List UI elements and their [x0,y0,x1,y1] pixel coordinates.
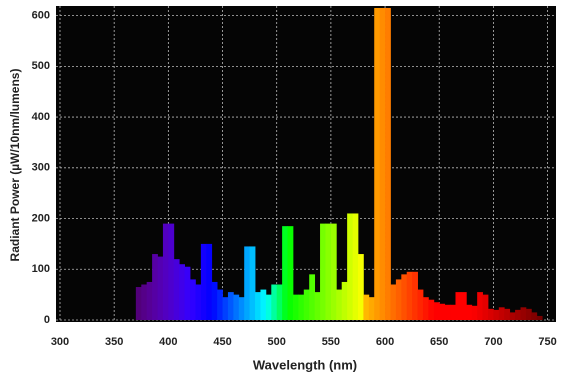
bar [390,284,397,320]
x-tick-label: 750 [538,336,556,348]
y-tick-label: 600 [32,10,50,22]
bar [336,289,343,320]
bar [444,304,451,320]
bar [460,292,467,320]
y-tick-label: 400 [32,111,50,123]
bar [433,302,440,320]
bar [466,304,473,320]
bar [504,308,511,320]
bar [417,289,424,320]
bar [520,307,527,320]
y-tick-label: 500 [32,60,50,72]
bar [341,281,348,320]
bar [385,8,391,320]
bar [249,246,256,320]
bar [352,213,359,320]
x-tick-label: 650 [430,336,448,348]
x-tick-label: 500 [268,336,286,348]
bar [255,292,261,320]
bar [298,294,305,320]
bar [292,294,299,320]
bar [162,223,169,320]
bar [368,297,375,320]
bar [428,299,435,320]
bar [395,279,402,320]
bar [265,294,272,320]
bar [406,271,413,320]
bar [525,308,532,320]
bar [509,312,516,320]
bar [374,8,381,320]
bar [287,226,294,320]
bar [222,297,229,320]
bar [314,292,321,320]
bar [190,279,196,320]
bar [477,292,483,320]
x-tick-label: 350 [105,336,123,348]
bar [347,213,353,320]
bar [309,274,316,320]
bar [157,256,164,320]
bar [471,305,478,320]
bar [498,307,505,320]
bar [217,289,223,320]
bar [455,292,462,320]
bar [184,266,191,320]
bar [422,297,429,320]
bar [401,274,408,320]
bar [320,223,326,320]
bar [227,292,234,320]
bar [303,289,310,320]
bar [531,312,538,320]
bar [200,243,207,320]
bar [330,223,337,320]
bar [135,287,142,320]
bar [487,308,494,320]
bar [179,264,186,320]
bar [282,226,288,320]
bar [260,289,267,320]
bar [325,223,332,320]
y-tick-label: 0 [44,314,50,326]
plot-area [56,6,556,322]
y-tick-label: 200 [32,212,50,224]
bar [439,303,446,320]
x-tick-label: 300 [51,336,69,348]
bar [450,304,456,320]
bar [146,281,153,320]
x-tick-label: 700 [484,336,502,348]
x-tick-label: 600 [376,336,394,348]
x-tick-label: 450 [213,336,231,348]
bar [357,254,364,320]
bar [536,315,543,320]
bar [168,223,175,320]
y-tick-label: 100 [32,263,50,275]
bar [141,284,148,320]
bar [482,294,489,320]
bar [244,246,251,320]
bar [515,309,521,320]
bar [195,284,202,320]
y-tick-label: 300 [32,162,50,174]
bar [152,254,158,320]
bar [412,271,418,320]
bar [363,294,370,320]
bar [271,284,278,320]
bar [493,309,500,320]
x-tick-label: 550 [322,336,340,348]
bar [233,294,240,320]
bar [211,281,218,320]
bar [276,284,283,320]
bar [206,243,213,320]
y-axis-title: Radiant Power (µW/10nm/lumens) [8,69,22,262]
bar [379,8,386,320]
bar [173,259,180,320]
x-tick-label: 400 [159,336,177,348]
bar [238,297,245,320]
x-axis-title: Wavelength (nm) [253,357,357,372]
